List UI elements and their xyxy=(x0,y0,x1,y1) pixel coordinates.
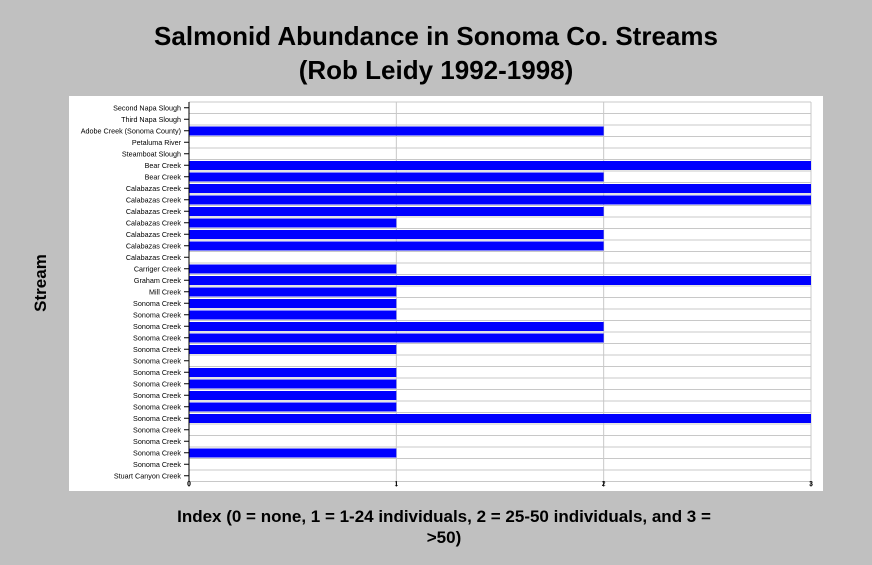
bar xyxy=(189,230,604,239)
y-tick-label: Sonoma Creek xyxy=(133,448,181,457)
y-tick-label: Sonoma Creek xyxy=(133,379,181,388)
y-tick-label: Sonoma Creek xyxy=(133,299,181,308)
y-tick-label: Calabazas Creek xyxy=(126,207,182,216)
bar xyxy=(189,126,604,136)
bar xyxy=(189,195,811,205)
x-axis-label-line2: >50) xyxy=(426,528,462,547)
bar xyxy=(189,379,397,389)
x-tick-label: 1 xyxy=(394,479,398,488)
y-tick-label: Petaluma River xyxy=(132,138,182,147)
y-tick-label: Adobe Creek (Sonoma County) xyxy=(81,126,181,135)
y-tick-label: Sonoma Creek xyxy=(133,333,181,342)
y-tick-label: Steamboat Slough xyxy=(122,149,181,158)
y-tick-label: Sonoma Creek xyxy=(133,322,181,331)
bar xyxy=(189,172,604,182)
bar xyxy=(189,368,397,377)
y-tick-label: Stuart Canyon Creek xyxy=(114,471,182,480)
bar xyxy=(189,276,811,285)
bar xyxy=(189,218,397,228)
y-tick-label: Sonoma Creek xyxy=(133,414,181,423)
y-tick-label: Calabazas Creek xyxy=(126,195,182,204)
bar xyxy=(189,322,604,331)
y-tick-label: Calabazas Creek xyxy=(126,230,182,239)
y-tick-label: Calabazas Creek xyxy=(126,241,182,250)
bar-chart: Second Napa Slough Third Napa Slough Adobe… xyxy=(81,101,813,488)
y-tick-label: Bear Creek xyxy=(145,172,182,181)
x-tick-label: 3 xyxy=(809,479,813,488)
y-tick-label: Sonoma Creek xyxy=(133,310,181,319)
y-tick-label: Sonoma Creek xyxy=(133,437,181,446)
y-axis-label: Stream xyxy=(31,254,50,312)
y-tick-label: Sonoma Creek xyxy=(133,368,181,377)
y-tick-label: Sonoma Creek xyxy=(133,402,181,411)
y-tick-label: Sonoma Creek xyxy=(133,345,181,354)
chart-title-line2: (Rob Leidy 1992-1998) xyxy=(298,55,574,85)
bar xyxy=(189,264,397,274)
bar xyxy=(189,241,604,251)
bar xyxy=(189,414,811,423)
bar xyxy=(189,333,604,343)
y-tick-label: Graham Creek xyxy=(134,276,182,285)
y-tick-label: Bear Creek xyxy=(145,161,182,170)
y-tick-label: Sonoma Creek xyxy=(133,356,181,365)
y-tick-label: Carriger Creek xyxy=(134,264,182,273)
y-tick-label: Mill Creek xyxy=(149,287,181,296)
y-tick-label: Second Napa Slough xyxy=(113,103,181,112)
y-tick-label: Calabazas Creek xyxy=(126,253,182,262)
bar xyxy=(189,161,811,170)
y-tick-label: Sonoma Creek xyxy=(133,425,181,434)
chart-title-line1: Salmonid Abundance in Sonoma Co. Streams xyxy=(154,21,718,51)
bar xyxy=(189,310,397,320)
y-tick-label: Sonoma Creek xyxy=(133,460,181,469)
x-axis-label-line1: Index (0 = none, 1 = 1-24 individuals, 2… xyxy=(177,507,711,526)
bar xyxy=(189,207,604,216)
bar xyxy=(189,287,397,297)
bar xyxy=(189,448,397,458)
y-tick-label: Third Napa Slough xyxy=(121,115,181,124)
plot-area: Second Napa Slough Third Napa Slough Adobe… xyxy=(69,96,823,491)
y-tick-label: Sonoma Creek xyxy=(133,391,181,400)
bar xyxy=(189,345,397,354)
bar xyxy=(189,299,397,308)
y-tick-label: Calabazas Creek xyxy=(126,218,182,227)
bar xyxy=(189,184,811,193)
bar xyxy=(189,402,397,412)
bar xyxy=(189,391,397,400)
y-tick-label: Calabazas Creek xyxy=(126,184,182,193)
x-tick-label: 2 xyxy=(602,479,606,488)
x-tick-label: 0 xyxy=(187,479,191,488)
